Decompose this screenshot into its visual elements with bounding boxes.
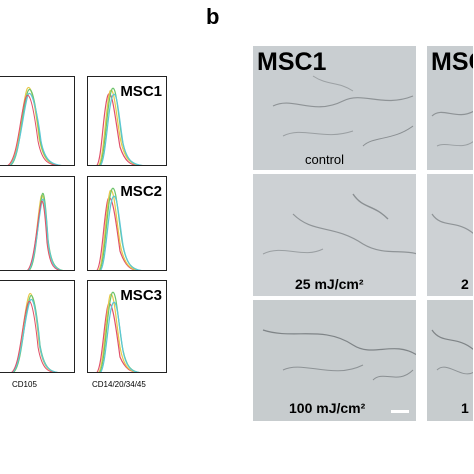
condition-label-partial: 1 [461,400,469,416]
histogram-cd14-row1: MSC1 [87,76,167,166]
condition-label: 25 mJ/cm² [295,276,364,292]
cell-texture [431,329,473,375]
histogram-curves [96,187,142,270]
micrograph-msc1-control: MSC1 control [253,46,417,172]
micrograph-msc2-control: MSC [427,46,474,172]
panel-b-label: b [206,4,220,29]
histogram-cd14-row2: MSC2 [87,176,167,271]
micrograph-msc2-100mj: 1 [427,300,474,423]
micrograph-column-title: MSC1 [257,48,327,76]
histogram-sample-label: MSC2 [120,183,162,200]
histogram-curves [96,291,141,372]
micrograph-column-title: MSC [431,48,473,76]
cell-texture [272,75,414,147]
histogram-cd105-row2 [0,176,75,271]
micrograph-msc1-25mj: 25 mJ/cm² [253,174,417,298]
histogram-cd105-row1 [0,76,75,166]
cell-texture [262,329,416,381]
cell-texture [262,193,416,255]
micrograph-msc2-25mj: 2 [427,174,474,298]
histogram-curves [26,192,64,270]
condition-label: control [305,152,345,167]
histogram-curves [96,87,143,165]
micrograph-msc1-100mj: 100 mJ/cm² [253,300,417,423]
condition-label-partial: 2 [461,276,469,292]
histogram-sample-label: MSC1 [120,83,162,100]
condition-label: 100 mJ/cm² [289,400,366,416]
histogram-cd105-row3 [0,280,75,373]
x-axis-label-cd14-20-34-45: CD14/20/34/45 [92,380,146,389]
cell-texture [431,110,473,147]
histogram-sample-label: MSC3 [120,287,162,304]
cell-texture [431,213,473,235]
histogram-curves [10,292,59,372]
histogram-cd14-row3: MSC3 [87,280,167,373]
scale-bar [391,410,409,413]
histogram-curves [6,86,62,165]
x-axis-label-cd105: CD105 [12,380,37,389]
